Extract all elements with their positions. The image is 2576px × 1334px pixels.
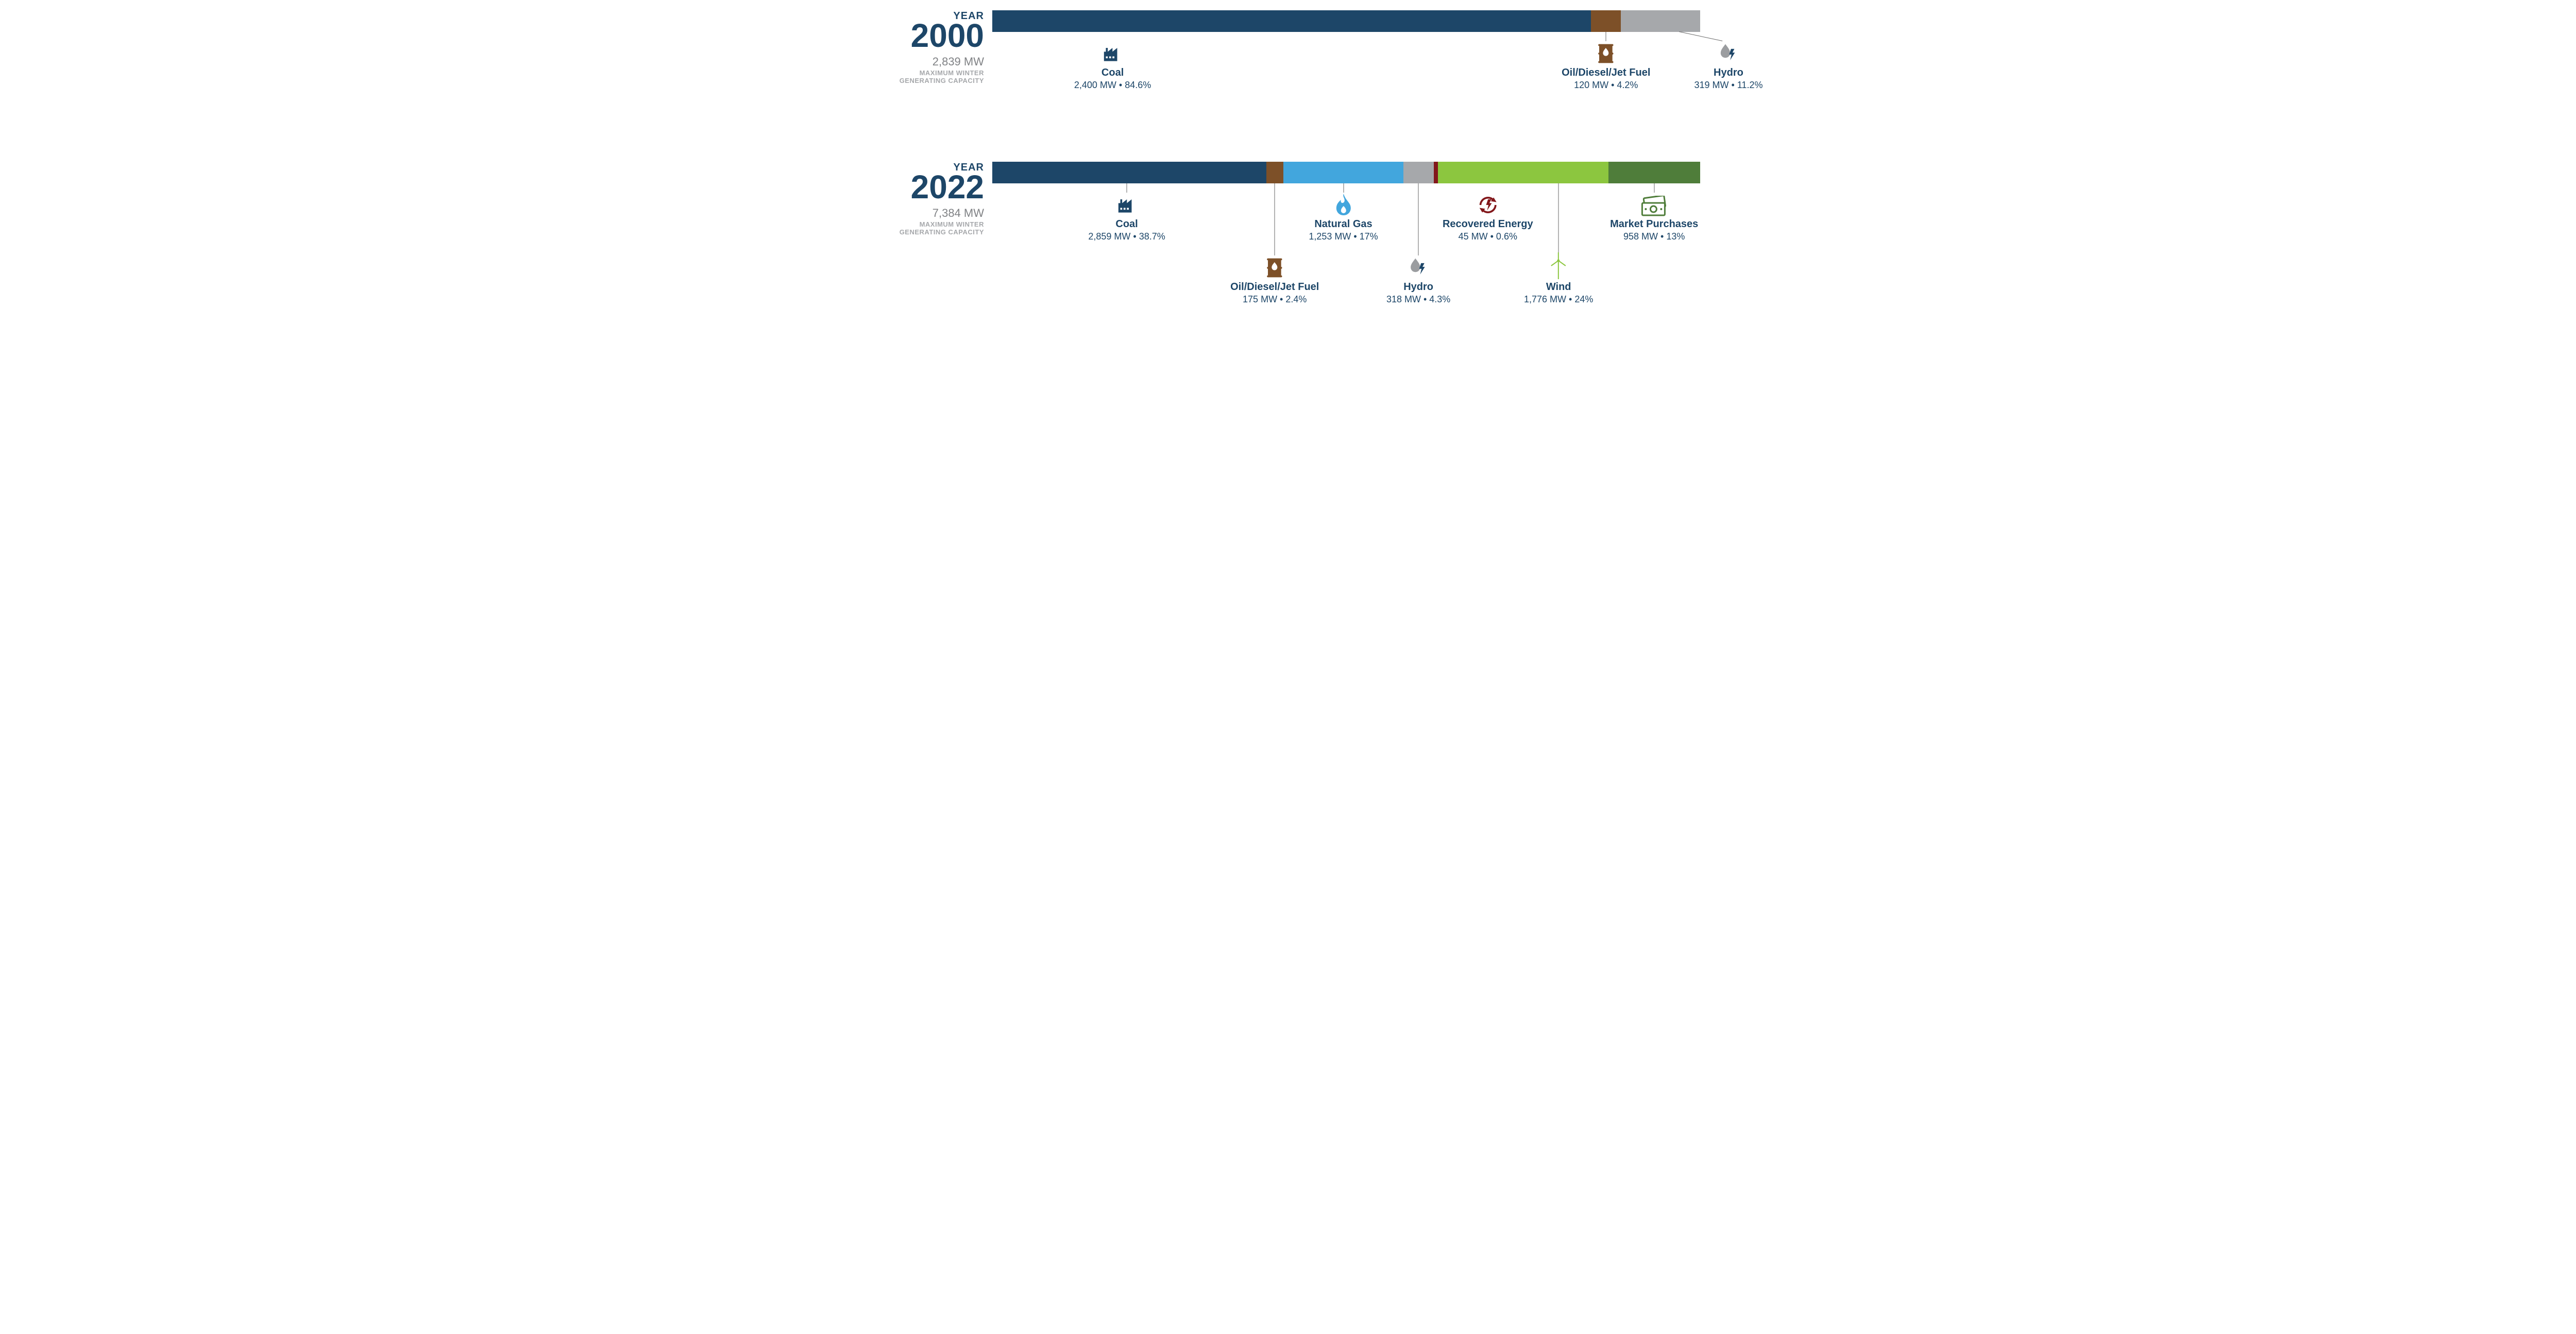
callout-hydro: Hydro 318 MW • 4.3% <box>1386 255 1450 305</box>
year-value: 2000 <box>876 21 984 51</box>
year-row-2022: YEAR 2022 7,384 MW MAXIMUM WINTERGENERAT… <box>876 162 1700 236</box>
callout-market: Market Purchases 958 MW • 13% <box>1610 193 1698 242</box>
stacked-bar <box>992 10 1700 32</box>
segment-recov <box>1434 162 1438 183</box>
callout-wind: Wind 1,776 MW • 24% <box>1524 255 1593 305</box>
callout-title: Coal <box>1074 67 1151 79</box>
callout-oil: Oil/Diesel/Jet Fuel 120 MW • 4.2% <box>1562 41 1650 91</box>
capacity-label: MAXIMUM WINTERGENERATING CAPACITY <box>876 221 984 236</box>
callout-stat: 2,400 MW • 84.6% <box>1074 80 1151 91</box>
segment-coal <box>992 162 1266 183</box>
callout-stat: 45 MW • 0.6% <box>1443 231 1533 242</box>
callout-recov: Recovered Energy 45 MW • 0.6% <box>1443 193 1533 242</box>
year-summary: YEAR 2000 2,839 MW MAXIMUM WINTERGENERAT… <box>876 10 992 84</box>
year-row-2000: YEAR 2000 2,839 MW MAXIMUM WINTERGENERAT… <box>876 10 1700 84</box>
recov-icon <box>1443 193 1533 216</box>
callout-stat: 958 MW • 13% <box>1610 231 1698 242</box>
callout-stat: 1,776 MW • 24% <box>1524 294 1593 305</box>
callout-stat: 2,859 MW • 38.7% <box>1088 231 1165 242</box>
chart-area: Coal 2,859 MW • 38.7% Oil/Diesel/Jet Fue… <box>992 162 1700 183</box>
callout-natgas: Natural Gas 1,253 MW • 17% <box>1309 193 1378 242</box>
natgas-icon <box>1309 193 1378 216</box>
total-mw: 7,384 MW <box>876 207 984 220</box>
coal-icon <box>1074 41 1151 65</box>
segment-natgas <box>1283 162 1403 183</box>
callout-stat: 120 MW • 4.2% <box>1562 80 1650 91</box>
callout-oil: Oil/Diesel/Jet Fuel 175 MW • 2.4% <box>1230 255 1319 305</box>
hydro-icon <box>1694 41 1762 65</box>
callout-title: Oil/Diesel/Jet Fuel <box>1230 281 1319 293</box>
stacked-bar <box>992 162 1700 183</box>
callout-hydro: Hydro 319 MW • 11.2% <box>1694 41 1762 91</box>
segment-wind <box>1438 162 1608 183</box>
callout-coal: Coal 2,400 MW • 84.6% <box>1074 41 1151 91</box>
market-icon <box>1610 193 1698 216</box>
coal-icon <box>1088 193 1165 216</box>
oil-icon <box>1230 255 1319 279</box>
callout-title: Wind <box>1524 281 1593 293</box>
callout-stat: 318 MW • 4.3% <box>1386 294 1450 305</box>
capacity-label: MAXIMUM WINTERGENERATING CAPACITY <box>876 70 984 85</box>
callout-title: Hydro <box>1386 281 1450 293</box>
callout-title: Hydro <box>1694 67 1762 79</box>
segment-hydro <box>1621 10 1700 32</box>
chart-area: Coal 2,400 MW • 84.6% Oil/Diesel/Jet Fue… <box>992 10 1700 32</box>
segment-oil <box>1266 162 1283 183</box>
segment-market <box>1608 162 1700 183</box>
wind-icon <box>1524 255 1593 279</box>
callout-stat: 175 MW • 2.4% <box>1230 294 1319 305</box>
year-summary: YEAR 2022 7,384 MW MAXIMUM WINTERGENERAT… <box>876 162 992 236</box>
callout-title: Market Purchases <box>1610 218 1698 230</box>
total-mw: 2,839 MW <box>876 55 984 69</box>
year-value: 2022 <box>876 173 984 202</box>
segment-hydro <box>1403 162 1434 183</box>
hydro-icon <box>1386 255 1450 279</box>
callout-title: Natural Gas <box>1309 218 1378 230</box>
callout-title: Coal <box>1088 218 1165 230</box>
callout-stat: 1,253 MW • 17% <box>1309 231 1378 242</box>
callout-title: Oil/Diesel/Jet Fuel <box>1562 67 1650 79</box>
callout-stat: 319 MW • 11.2% <box>1694 80 1762 91</box>
segment-coal <box>992 10 1591 32</box>
callout-coal: Coal 2,859 MW • 38.7% <box>1088 193 1165 242</box>
oil-icon <box>1562 41 1650 65</box>
segment-oil <box>1591 10 1621 32</box>
callout-title: Recovered Energy <box>1443 218 1533 230</box>
